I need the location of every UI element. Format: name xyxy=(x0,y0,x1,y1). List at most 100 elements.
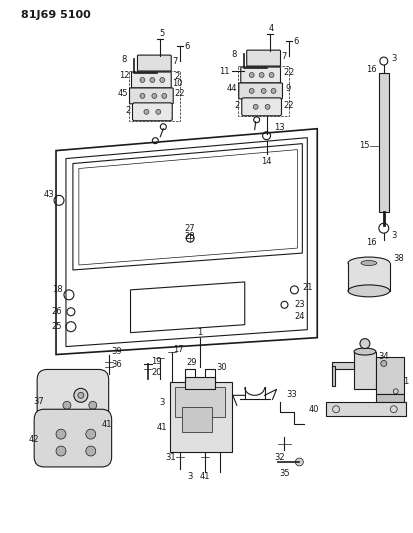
Circle shape xyxy=(140,77,145,83)
Text: 6: 6 xyxy=(294,37,299,46)
Text: 7: 7 xyxy=(282,52,287,61)
Circle shape xyxy=(261,88,266,93)
Bar xyxy=(185,377,215,389)
Text: 27: 27 xyxy=(185,224,195,233)
Circle shape xyxy=(56,446,66,456)
Text: 42: 42 xyxy=(29,434,39,443)
Text: 24: 24 xyxy=(294,312,305,321)
Ellipse shape xyxy=(354,348,376,355)
Text: 19: 19 xyxy=(151,357,161,366)
Circle shape xyxy=(89,401,97,409)
Text: 10: 10 xyxy=(172,79,183,88)
Text: 2: 2 xyxy=(125,106,130,115)
Text: 81J69 5100: 81J69 5100 xyxy=(21,10,91,20)
Text: 11: 11 xyxy=(218,67,229,76)
Text: 34: 34 xyxy=(378,352,389,361)
Bar xyxy=(354,352,376,389)
Text: 8: 8 xyxy=(231,50,237,59)
Circle shape xyxy=(140,93,145,99)
Text: 36: 36 xyxy=(111,360,122,369)
Circle shape xyxy=(249,72,254,77)
FancyBboxPatch shape xyxy=(131,72,171,88)
Circle shape xyxy=(271,88,276,93)
Text: 16: 16 xyxy=(367,64,377,74)
Ellipse shape xyxy=(361,261,377,265)
Bar xyxy=(170,382,232,452)
Bar xyxy=(379,73,389,212)
Circle shape xyxy=(56,429,66,439)
Circle shape xyxy=(265,104,270,109)
Text: 16: 16 xyxy=(367,238,377,247)
Text: 32: 32 xyxy=(274,453,285,462)
Text: 3: 3 xyxy=(159,398,165,407)
Text: 3: 3 xyxy=(188,472,193,481)
Text: 15: 15 xyxy=(358,141,369,150)
Text: 43: 43 xyxy=(44,190,55,199)
Text: 18: 18 xyxy=(52,285,62,294)
Circle shape xyxy=(253,104,258,109)
Text: 12: 12 xyxy=(119,71,130,80)
FancyBboxPatch shape xyxy=(130,88,173,104)
Circle shape xyxy=(150,77,155,83)
Text: 2: 2 xyxy=(175,72,180,82)
Text: 8: 8 xyxy=(122,54,127,63)
Text: 39: 39 xyxy=(111,347,122,356)
Text: 29: 29 xyxy=(187,358,197,367)
FancyBboxPatch shape xyxy=(133,103,172,121)
FancyBboxPatch shape xyxy=(37,369,109,421)
Circle shape xyxy=(86,446,96,456)
Text: 9: 9 xyxy=(286,84,291,93)
Text: 2: 2 xyxy=(284,68,289,77)
Circle shape xyxy=(160,77,165,83)
Bar xyxy=(128,71,180,121)
Text: 1: 1 xyxy=(403,377,408,386)
Bar xyxy=(376,394,404,402)
Circle shape xyxy=(86,429,96,439)
Text: 28: 28 xyxy=(185,232,195,241)
Circle shape xyxy=(360,338,370,349)
Text: 33: 33 xyxy=(286,390,297,399)
Text: 2: 2 xyxy=(234,101,240,110)
Text: 21: 21 xyxy=(302,284,313,293)
Text: 22: 22 xyxy=(174,90,185,99)
Circle shape xyxy=(259,72,264,77)
Bar xyxy=(332,361,354,369)
FancyBboxPatch shape xyxy=(34,409,112,467)
Ellipse shape xyxy=(348,257,390,269)
FancyBboxPatch shape xyxy=(241,67,280,83)
Text: 1: 1 xyxy=(197,328,203,337)
Text: 40: 40 xyxy=(309,405,320,414)
Text: 44: 44 xyxy=(227,84,237,93)
Text: 23: 23 xyxy=(294,300,305,309)
Circle shape xyxy=(249,88,254,93)
Circle shape xyxy=(269,72,274,77)
Text: 3: 3 xyxy=(391,231,396,240)
Circle shape xyxy=(63,401,71,409)
Circle shape xyxy=(74,389,88,402)
Circle shape xyxy=(156,109,161,114)
Text: 14: 14 xyxy=(261,157,272,166)
Text: 37: 37 xyxy=(34,397,45,406)
FancyBboxPatch shape xyxy=(247,50,280,66)
Text: 41: 41 xyxy=(102,419,112,429)
Text: 31: 31 xyxy=(165,453,176,462)
Text: 22: 22 xyxy=(283,101,294,110)
Text: 41: 41 xyxy=(200,472,210,481)
Circle shape xyxy=(144,109,149,114)
Text: 20: 20 xyxy=(151,368,161,377)
Text: 41: 41 xyxy=(157,423,168,432)
FancyBboxPatch shape xyxy=(138,55,171,71)
Text: 13: 13 xyxy=(274,123,285,132)
Text: 7: 7 xyxy=(173,56,178,66)
Circle shape xyxy=(78,392,84,398)
Text: 4: 4 xyxy=(269,24,274,33)
Text: 26: 26 xyxy=(52,307,62,316)
Text: 25: 25 xyxy=(52,322,62,331)
Text: 30: 30 xyxy=(216,363,227,372)
Bar xyxy=(182,407,212,432)
Bar xyxy=(238,66,290,116)
Text: 6: 6 xyxy=(185,42,190,51)
Text: 5: 5 xyxy=(160,29,165,38)
FancyBboxPatch shape xyxy=(239,83,282,99)
Circle shape xyxy=(295,458,303,466)
